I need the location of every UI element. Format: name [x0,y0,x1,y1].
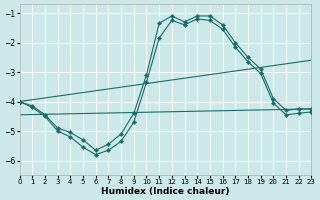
X-axis label: Humidex (Indice chaleur): Humidex (Indice chaleur) [101,187,230,196]
